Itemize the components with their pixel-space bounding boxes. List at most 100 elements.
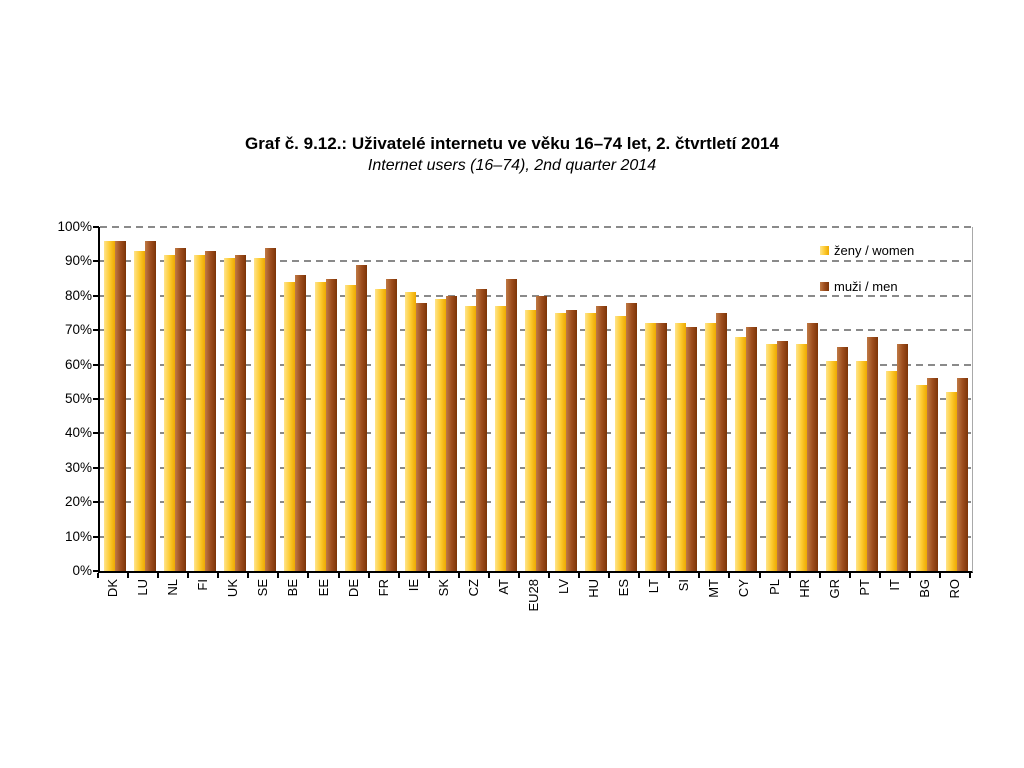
bar-group-FR: [371, 227, 401, 571]
bar-CY-men: [746, 326, 758, 571]
bar-DE-men: [355, 264, 367, 571]
x-axis-tick: [127, 573, 130, 578]
y-axis-label-60: 60%: [64, 356, 92, 372]
y-axis-tick: [93, 398, 99, 400]
bar-group-BG: [912, 227, 942, 571]
bar-group-EE: [310, 227, 340, 571]
bar-PT-women: [855, 361, 867, 571]
bar-SE-men: [265, 247, 277, 571]
bar-DK-men: [115, 240, 127, 571]
bar-LT-women: [645, 323, 657, 571]
bar-ES-women: [615, 316, 627, 571]
bar-DK-women: [104, 240, 116, 571]
bar-FI-women: [194, 254, 206, 571]
bar-GR-men: [836, 347, 848, 571]
bar-HR-men: [806, 323, 818, 571]
x-axis-label-PT: PT: [856, 579, 872, 596]
x-axis-tick: [548, 573, 551, 578]
x-axis-tick: [818, 573, 821, 578]
bar-NL-women: [164, 254, 176, 571]
y-axis-tick: [93, 466, 99, 469]
bar-FR-women: [374, 288, 386, 571]
x-axis-tick: [517, 573, 520, 578]
x-axis-label-HR: HR: [796, 579, 812, 598]
x-axis-tick: [908, 573, 911, 578]
x-axis-tick: [367, 573, 370, 578]
x-axis-tick: [337, 573, 340, 578]
bar-group-CY: [731, 227, 761, 571]
x-axis-tick: [938, 573, 941, 578]
bar-RO-men: [956, 378, 968, 571]
y-axis-tick: [93, 226, 99, 228]
bar-SI-women: [675, 323, 687, 571]
x-axis-tick: [638, 573, 641, 578]
x-axis-label-AT: AT: [495, 579, 511, 595]
x-axis-label-NL: NL: [165, 579, 181, 596]
bar-group-SI: [671, 227, 701, 571]
bar-group-IT: [882, 227, 912, 571]
bar-MT-women: [705, 323, 717, 571]
x-axis-label-SK: SK: [435, 579, 451, 597]
chart-header: Graf č. 9.12.: Uživatelé internetu ve vě…: [0, 134, 1024, 175]
bar-HU-women: [585, 313, 597, 571]
bar-group-CZ: [461, 227, 491, 571]
bar-SK-men: [445, 295, 457, 571]
x-axis-tick: [277, 573, 280, 578]
x-axis-tick: [698, 573, 701, 578]
y-axis-tick: [93, 260, 99, 263]
y-axis-label-80: 80%: [64, 287, 92, 303]
bar-SK-women: [434, 299, 446, 571]
bar-UK-men: [235, 254, 247, 571]
bar-PT-men: [866, 337, 878, 571]
women-color-swatch-icon: [820, 246, 829, 255]
x-axis-tick: [788, 573, 791, 578]
y-axis-label-50: 50%: [64, 391, 92, 406]
x-axis-tick: [97, 573, 99, 578]
y-axis-label-0: 0%: [72, 563, 92, 578]
bar-IE-women: [404, 292, 416, 571]
x-axis-label-DK: DK: [105, 579, 121, 598]
y-axis-tick: [93, 294, 99, 297]
gridline-90: [100, 260, 972, 263]
x-axis-label-PL: PL: [766, 579, 782, 595]
y-axis-tick: [93, 432, 99, 435]
bar-group-DE: [341, 227, 371, 571]
x-axis-label-LV: LV: [556, 579, 572, 594]
x-axis-tick: [427, 573, 430, 578]
x-axis-tick: [578, 573, 581, 578]
bar-EU28-women: [524, 309, 536, 571]
bar-CY-women: [735, 337, 747, 571]
bar-BG-men: [926, 378, 938, 571]
x-axis-label-IE: IE: [405, 579, 421, 592]
bar-CZ-women: [464, 306, 476, 571]
bar-PL-men: [776, 340, 788, 571]
gridline-80: [100, 294, 972, 297]
bar-HU-men: [596, 306, 608, 571]
legend-item-men: muži / men: [820, 280, 914, 293]
bar-LV-women: [555, 313, 567, 571]
x-axis-label-GR: GR: [826, 579, 842, 599]
bar-group-DK: [100, 227, 130, 571]
x-axis-label-SI: SI: [676, 579, 692, 592]
x-axis-label-MT: MT: [706, 579, 722, 598]
bar-group-SE: [250, 227, 280, 571]
bar-group-PL: [762, 227, 792, 571]
bar-group-SK: [431, 227, 461, 571]
y-axis-label-10: 10%: [64, 528, 92, 544]
x-axis-tick: [187, 573, 190, 578]
bar-SI-men: [686, 326, 698, 571]
bar-group-LV: [551, 227, 581, 571]
x-axis-label-CY: CY: [736, 579, 752, 598]
bar-group-MT: [701, 227, 731, 571]
bar-RO-women: [945, 392, 957, 571]
y-axis-tick: [93, 363, 99, 366]
bar-group-IE: [401, 227, 431, 571]
x-axis-label-LT: LT: [646, 579, 662, 594]
x-axis-label-SE: SE: [255, 579, 271, 597]
bar-IT-women: [885, 371, 897, 571]
x-axis-tick: [307, 573, 310, 578]
x-axis-label-EU28: EU28: [526, 579, 541, 612]
bar-group-ES: [611, 227, 641, 571]
y-axis-label-30: 30%: [64, 459, 92, 475]
y-axis-label-100: 100%: [57, 219, 92, 234]
